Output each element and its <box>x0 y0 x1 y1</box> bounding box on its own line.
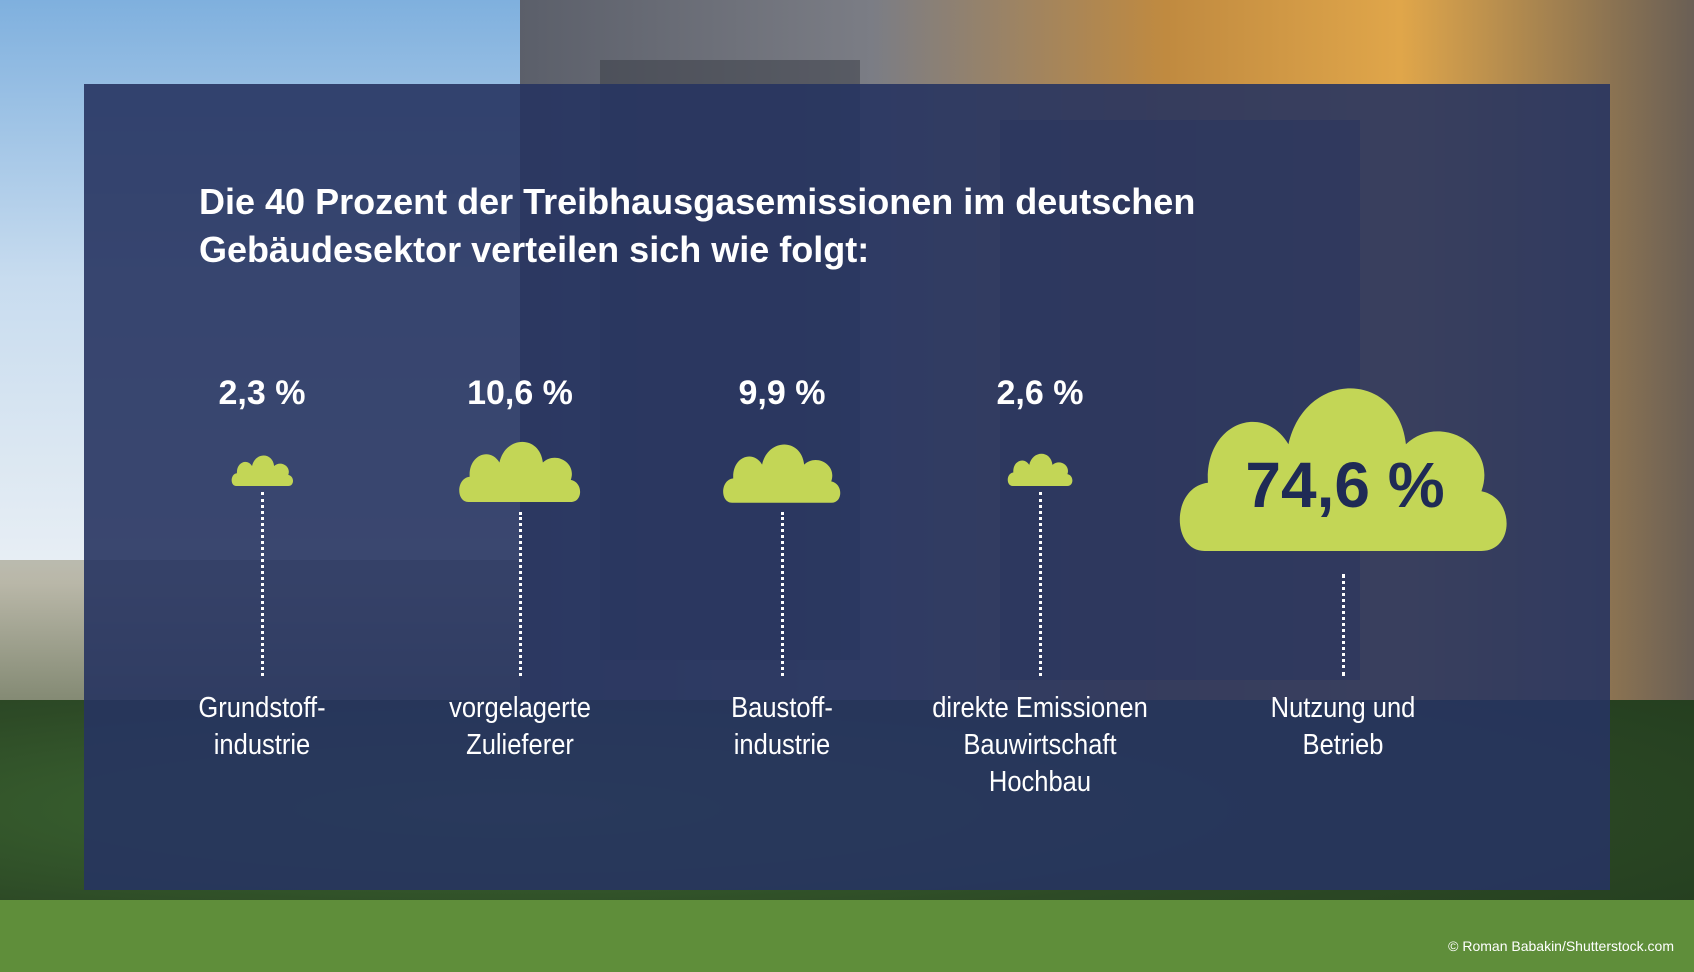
stem-4 <box>1342 574 1345 676</box>
cloud-mark-2 <box>723 444 841 503</box>
cloud-mark-0 <box>231 455 293 486</box>
cloud-shape-1 <box>459 441 581 503</box>
category-label-4: Nutzung und Betrieb <box>1270 692 1416 761</box>
cloud-shape-3 <box>1007 453 1073 486</box>
cloud-shape-4 <box>1179 388 1507 551</box>
value-label-1: 10,6 % <box>467 374 573 412</box>
page-title: Die 40 Prozent der Treibhausgasemissione… <box>199 178 1399 274</box>
lawn <box>0 900 1694 972</box>
value-label-3: 2,6 % <box>996 374 1084 412</box>
cloud-shape-2 <box>723 444 841 503</box>
category-label-2: Baustoff- industrie <box>731 692 833 761</box>
category-label-1: vorgelagerte Zulieferer <box>449 692 591 761</box>
cloud-mark-1 <box>459 441 581 503</box>
photo-credit: © Roman Babakin/Shutterstock.com <box>1448 938 1674 954</box>
stem-2 <box>781 512 784 676</box>
title-line-1: Die 40 Prozent der Treibhausgasemissione… <box>199 181 1196 222</box>
stem-1 <box>519 512 522 676</box>
stem-0 <box>261 492 264 676</box>
cloud-mark-3 <box>1007 453 1073 486</box>
cloud-mark-4 <box>1179 388 1507 551</box>
title-line-2: Gebäudesektor verteilen sich wie folgt: <box>199 229 870 270</box>
category-label-3: direkte Emissionen Bauwirtschaft Hochbau <box>932 692 1148 798</box>
value-label-2: 9,9 % <box>738 374 826 412</box>
category-label-0: Grundstoff- industrie <box>198 692 326 761</box>
value-label-0: 2,3 % <box>218 374 306 412</box>
value-label-4: 74,6 % <box>1245 449 1445 521</box>
stem-3 <box>1039 492 1042 676</box>
cloud-shape-0 <box>231 455 293 486</box>
